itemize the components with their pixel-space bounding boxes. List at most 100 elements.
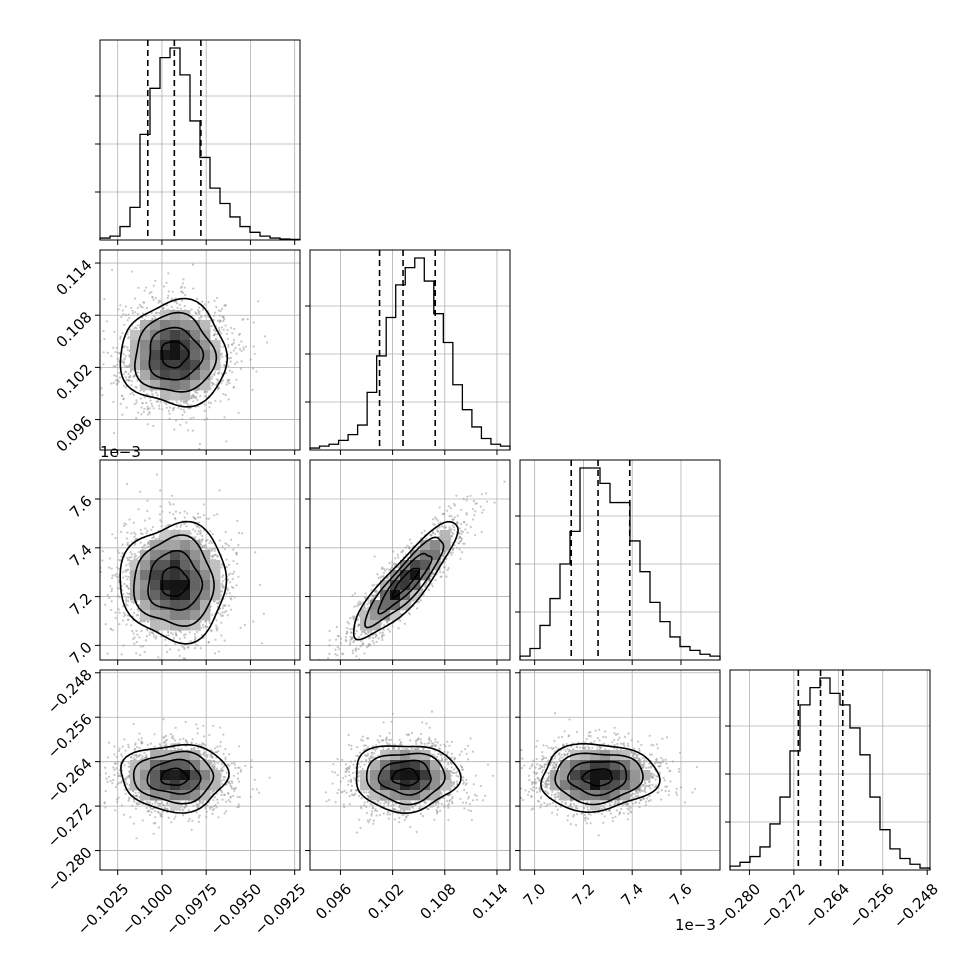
scatter-point bbox=[162, 307, 165, 310]
scatter-point bbox=[336, 757, 339, 761]
scatter-point bbox=[514, 768, 516, 770]
x-tick-label: 0.096 bbox=[312, 880, 355, 923]
x-tick-label: 0.114 bbox=[469, 880, 512, 923]
scatter-point bbox=[553, 739, 556, 743]
density-cell bbox=[160, 390, 171, 401]
scatter-point bbox=[460, 537, 464, 541]
scatter-point bbox=[458, 548, 461, 551]
scatter-point bbox=[425, 722, 428, 725]
scatter-point bbox=[485, 492, 488, 495]
scatter-point bbox=[221, 585, 224, 588]
scatter-point bbox=[131, 312, 134, 315]
scatter-point bbox=[558, 758, 561, 761]
scatter-point bbox=[142, 301, 145, 304]
scatter-point bbox=[174, 517, 177, 521]
scatter-point bbox=[231, 781, 234, 785]
density-cell bbox=[190, 760, 201, 771]
scatter-point bbox=[131, 804, 134, 807]
density-cell bbox=[160, 350, 171, 361]
scatter-point bbox=[523, 764, 526, 767]
scatter-point bbox=[121, 332, 124, 335]
scatter-point bbox=[158, 407, 161, 410]
scatter-point bbox=[133, 374, 136, 377]
scatter-point bbox=[114, 350, 117, 354]
scatter-point bbox=[226, 614, 229, 617]
scatter-point bbox=[569, 805, 572, 808]
scatter-point bbox=[137, 754, 141, 757]
scatter-panel-3-1 bbox=[309, 669, 511, 871]
scatter-point bbox=[211, 756, 214, 760]
scatter-point bbox=[224, 542, 227, 545]
scatter-point bbox=[174, 510, 178, 513]
scatter-point bbox=[141, 755, 144, 758]
scatter-point bbox=[165, 738, 168, 742]
density-cell bbox=[410, 550, 421, 561]
scatter-point bbox=[133, 297, 137, 300]
scatter-point bbox=[360, 796, 363, 800]
scatter-point bbox=[559, 756, 562, 759]
scatter-point bbox=[217, 650, 220, 653]
scatter-point bbox=[165, 403, 168, 406]
density-cell bbox=[170, 560, 181, 571]
scatter-point bbox=[124, 314, 127, 317]
scatter-point bbox=[222, 604, 225, 607]
scatter-point bbox=[536, 763, 539, 766]
scatter-point bbox=[548, 774, 551, 778]
scatter-point bbox=[169, 503, 172, 506]
scatter-point bbox=[118, 567, 121, 570]
scatter-point bbox=[435, 812, 439, 815]
scatter-point bbox=[225, 566, 228, 569]
scatter-point bbox=[566, 819, 569, 822]
scatter-point bbox=[474, 774, 477, 777]
scatter-point bbox=[117, 608, 120, 611]
density-cell bbox=[200, 780, 211, 791]
scatter-point bbox=[165, 803, 168, 806]
scatter-point bbox=[450, 769, 453, 773]
x-tick-label: −0.264 bbox=[801, 880, 853, 932]
scatter-point bbox=[196, 391, 199, 395]
scatter-point bbox=[196, 532, 199, 536]
x-tick-label: 7.6 bbox=[666, 880, 696, 910]
scatter-point bbox=[130, 600, 133, 604]
scatter-point bbox=[165, 743, 168, 746]
scatter-point bbox=[109, 627, 112, 630]
scatter-point bbox=[365, 811, 368, 815]
scatter-point bbox=[170, 743, 173, 746]
scatter-point bbox=[532, 759, 535, 762]
scatter-point bbox=[411, 731, 414, 735]
scatter-point bbox=[252, 367, 255, 370]
scatter-point bbox=[415, 830, 418, 834]
scatter-point bbox=[213, 762, 216, 765]
scatter-point bbox=[157, 826, 160, 829]
scatter-point bbox=[555, 765, 558, 768]
scatter-point bbox=[633, 751, 636, 754]
scatter-point bbox=[576, 745, 579, 748]
scatter-point bbox=[543, 766, 546, 769]
scatter-point bbox=[536, 799, 540, 802]
scatter-point bbox=[225, 609, 228, 613]
scatter-point bbox=[382, 812, 385, 815]
scatter-point bbox=[220, 563, 223, 566]
scatter-point bbox=[468, 803, 471, 806]
scatter-point bbox=[106, 780, 109, 784]
scatter-point bbox=[448, 744, 451, 747]
scatter-point bbox=[633, 747, 636, 750]
scatter-point bbox=[437, 806, 440, 809]
scatter-point bbox=[452, 526, 455, 529]
scatter-point bbox=[451, 518, 454, 521]
scatter-point bbox=[432, 518, 435, 521]
scatter-point bbox=[136, 312, 139, 315]
scatter-point bbox=[531, 789, 535, 792]
scatter-point bbox=[451, 802, 454, 805]
scatter-point bbox=[235, 584, 238, 587]
scatter-point bbox=[210, 541, 214, 545]
scatter-point bbox=[397, 747, 400, 750]
scatter-point bbox=[527, 790, 531, 793]
scatter-point bbox=[211, 765, 214, 768]
scatter-point bbox=[327, 657, 330, 660]
scatter-point bbox=[251, 788, 254, 791]
density-cell bbox=[620, 790, 631, 801]
scatter-point bbox=[334, 653, 337, 656]
scatter-point bbox=[666, 785, 669, 788]
scatter-point bbox=[103, 802, 106, 805]
